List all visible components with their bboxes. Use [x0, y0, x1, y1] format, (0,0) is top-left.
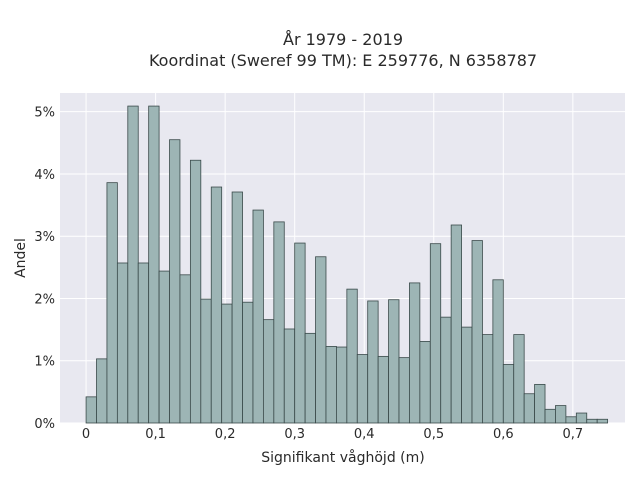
histogram-bar: [346, 288, 358, 424]
histogram-bar: [231, 191, 243, 424]
x-tick-label: 0,2: [215, 427, 236, 442]
histogram-bar: [200, 298, 212, 424]
histogram-bar: [148, 105, 160, 424]
histogram-bar: [544, 408, 556, 424]
y-tick-label: 5%: [34, 106, 55, 121]
histogram-bar: [513, 334, 525, 424]
histogram-bar: [85, 396, 97, 424]
histogram-bar: [304, 332, 316, 424]
y-tick-label: 1%: [34, 355, 55, 370]
histogram-bar: [106, 182, 118, 424]
y-tick-labels: 0% 1% 2% 3% 4% 5%: [34, 106, 55, 432]
histogram-bar: [388, 299, 400, 424]
histogram-bar: [127, 105, 139, 424]
histogram-bar: [377, 355, 389, 424]
histogram-bar: [450, 224, 462, 424]
histogram-bar: [294, 242, 306, 424]
histogram-bar: [315, 256, 327, 424]
x-tick-labels: 0 0,1 0,2 0,3 0,4 0,5 0,6 0,7: [82, 427, 583, 442]
histogram-bar: [189, 159, 202, 424]
histogram-bar: [242, 301, 254, 424]
histogram-bar: [210, 186, 223, 424]
histogram-bar: [367, 300, 379, 424]
histogram-bar: [356, 354, 369, 424]
histogram-bar: [419, 341, 431, 424]
histogram-bar: [283, 328, 296, 424]
histogram-bar: [116, 262, 129, 424]
x-tick-label: 0,4: [354, 427, 375, 442]
y-tick-label: 3%: [34, 230, 55, 245]
histogram-bar: [398, 357, 410, 424]
histogram-bar: [221, 303, 233, 424]
histogram-bar: [502, 364, 515, 424]
histogram-bar: [252, 209, 264, 424]
histogram-bar: [96, 358, 108, 424]
chart-title-line2: Koordinat (Sweref 99 TM): E 259776, N 63…: [149, 51, 537, 70]
y-tick-label: 0%: [34, 417, 55, 432]
histogram-bar: [336, 346, 348, 424]
histogram-bar: [158, 270, 170, 424]
histogram-bar: [523, 393, 536, 424]
histogram-bar: [262, 319, 275, 424]
histogram-bar: [565, 416, 577, 424]
histogram-bar: [409, 282, 421, 424]
histogram-bar: [429, 243, 442, 424]
histogram-bar: [325, 346, 337, 424]
histogram-bar: [273, 221, 285, 424]
y-axis-label: Andel: [13, 238, 29, 278]
histogram-bar: [179, 274, 191, 424]
histogram-bar: [586, 418, 598, 424]
histogram-bars: [85, 105, 609, 424]
histogram-bar: [492, 279, 504, 424]
y-tick-label: 2%: [34, 292, 55, 307]
y-tick-label: 4%: [34, 168, 55, 183]
histogram-bar: [596, 418, 609, 424]
histogram-bar: [575, 412, 588, 424]
x-axis-label: Signifikant våghöjd (m): [261, 449, 424, 466]
histogram-bar: [440, 316, 452, 424]
histogram-bar: [461, 326, 473, 424]
histogram-bar: [137, 262, 150, 424]
histogram-bar: [534, 383, 546, 424]
histogram-bar: [555, 405, 567, 424]
x-tick-label: 0,6: [493, 427, 514, 442]
histogram-bar: [471, 240, 483, 424]
x-tick-label: 0,3: [284, 427, 305, 442]
x-tick-label: 0,5: [423, 427, 444, 442]
x-tick-label: 0: [82, 427, 90, 442]
histogram-bar: [169, 139, 181, 424]
x-tick-label: 0,1: [145, 427, 166, 442]
chart-title-line1: År 1979 - 2019: [283, 30, 403, 49]
histogram-bar: [482, 334, 494, 424]
x-tick-label: 0,7: [563, 427, 584, 442]
